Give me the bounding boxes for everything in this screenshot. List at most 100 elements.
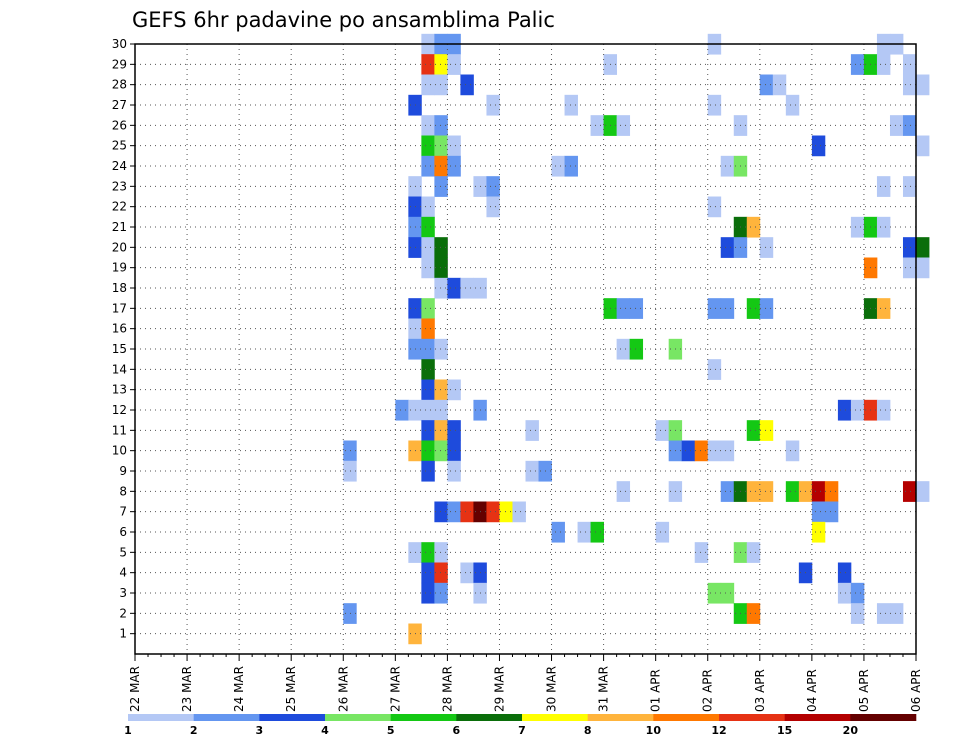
legend-swatch xyxy=(390,714,457,721)
y-axis: 1234567891011121314151617181920212223242… xyxy=(112,37,135,641)
y-tick-label: 19 xyxy=(112,261,127,275)
heatmap-cell xyxy=(447,501,461,523)
heatmap-cell xyxy=(421,582,435,604)
heatmap-cell xyxy=(694,542,709,563)
legend-swatch xyxy=(193,714,260,721)
heatmap-cell xyxy=(421,196,435,218)
heatmap-cell xyxy=(434,54,448,75)
heatmap-cell xyxy=(785,94,800,116)
heatmap-cell xyxy=(434,176,448,197)
heatmap-cell xyxy=(590,521,604,543)
heatmap-cell xyxy=(343,440,357,462)
heatmap-cell xyxy=(746,420,761,441)
heatmap-cell xyxy=(421,542,435,563)
heatmap-cell xyxy=(876,399,891,421)
heatmap-cell xyxy=(720,582,735,604)
x-tick-label: 22 MAR xyxy=(128,666,142,712)
x-tick-label: 01 APR xyxy=(649,669,663,712)
legend-swatch xyxy=(522,714,588,721)
legend-swatch xyxy=(259,714,326,721)
heatmap-cell xyxy=(811,481,826,502)
legend-label: 8 xyxy=(584,724,592,737)
heatmap-cell xyxy=(421,399,435,421)
x-tick-label: 31 MAR xyxy=(597,666,611,712)
heatmap-cell xyxy=(486,501,500,523)
heatmap-cell xyxy=(655,420,670,441)
heatmap-cell xyxy=(447,54,461,75)
x-tick-label: 02 APR xyxy=(701,669,715,712)
heatmap-cell xyxy=(421,298,435,319)
heatmap-cell xyxy=(916,257,930,279)
x-axis: 22 MAR 23 MAR 24 MAR 25 MAR 26 MAR 27 MAR 28 M… xyxy=(128,654,923,712)
y-tick-label: 14 xyxy=(112,362,127,376)
heatmap-cell xyxy=(707,196,722,218)
heatmap-cell xyxy=(785,481,800,502)
legend-label: 20 xyxy=(843,724,859,737)
legend-swatch xyxy=(784,714,851,721)
heatmap-cell xyxy=(460,277,474,299)
heatmap-cell xyxy=(525,420,539,441)
heatmap-cell xyxy=(876,603,891,624)
y-tick-label: 1 xyxy=(119,627,127,641)
heatmap-cell xyxy=(499,501,513,523)
y-tick-label: 29 xyxy=(112,57,127,71)
legend-swatch xyxy=(653,714,720,721)
y-tick-label: 13 xyxy=(112,383,127,397)
heatmap-cell xyxy=(720,298,735,319)
heatmap-cell xyxy=(486,196,500,218)
heatmap-cell xyxy=(746,603,761,624)
heatmap-cell xyxy=(434,237,448,258)
x-tick-label: 26 MAR xyxy=(336,666,350,712)
chart-title: GEFS 6hr padavine po ansamblima Palic xyxy=(132,8,555,32)
heatmap-cell xyxy=(421,237,435,258)
heatmap-cell xyxy=(616,338,631,360)
heatmap-cell xyxy=(916,135,930,157)
x-tick-label: 03 APR xyxy=(753,669,767,712)
heatmap-cell xyxy=(421,440,435,462)
heatmap-cell xyxy=(421,216,435,238)
heatmap-cell xyxy=(460,74,474,96)
heatmap-cell xyxy=(759,481,774,502)
y-tick-label: 30 xyxy=(112,37,127,51)
heatmap-cell xyxy=(720,481,735,502)
heatmap-cell xyxy=(434,379,448,401)
heatmap-cell xyxy=(434,135,448,157)
legend-label: 2 xyxy=(190,724,198,737)
heatmap-cell xyxy=(811,501,826,523)
heatmap-cell xyxy=(434,277,448,299)
heatmap-cell xyxy=(876,216,891,238)
heatmap-cell xyxy=(434,420,448,441)
heatmap-cell xyxy=(434,338,448,360)
y-tick-label: 7 xyxy=(119,505,127,519)
legend-label: 15 xyxy=(777,724,792,737)
y-tick-label: 22 xyxy=(112,200,127,214)
heatmap-cell xyxy=(577,521,591,543)
heatmap-cell xyxy=(707,582,722,604)
heatmap-cell xyxy=(902,54,917,75)
legend-label: 7 xyxy=(518,724,526,737)
y-tick-label: 5 xyxy=(119,545,127,559)
x-tick-label: 28 MAR xyxy=(440,666,454,712)
x-tick-label: 27 MAR xyxy=(388,666,402,712)
heatmap-cell xyxy=(746,481,761,502)
heatmap-cell xyxy=(447,155,461,177)
heatmap-cell xyxy=(434,155,448,177)
y-tick-label: 4 xyxy=(119,566,127,580)
heatmap-cell xyxy=(902,481,917,502)
heatmap-cell xyxy=(629,298,644,319)
legend-swatch xyxy=(850,714,917,721)
heatmap-cell xyxy=(564,155,578,177)
x-tick-label: 29 MAR xyxy=(492,666,506,712)
y-tick-label: 11 xyxy=(112,423,127,437)
grid-lines xyxy=(135,44,916,654)
heatmap-cell xyxy=(746,542,761,563)
heatmap-cell xyxy=(447,135,461,157)
heatmap-cell xyxy=(434,562,448,584)
heatmap-cell xyxy=(434,399,448,421)
x-tick-label: 06 APR xyxy=(909,669,923,712)
heatmap-cell xyxy=(434,542,448,563)
y-tick-label: 3 xyxy=(119,586,127,600)
legend-label: 3 xyxy=(256,724,264,737)
heatmap-cell xyxy=(421,74,435,96)
